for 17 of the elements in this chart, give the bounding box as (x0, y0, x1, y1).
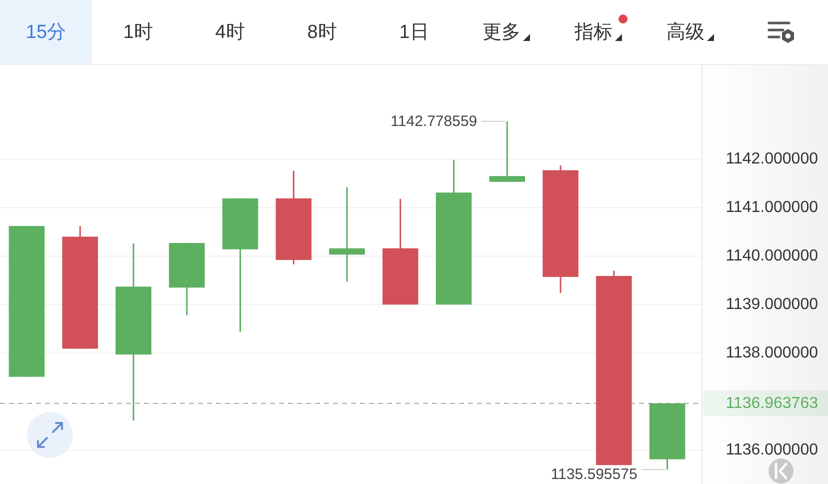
y-tick-label: 1139.000000 (726, 296, 818, 314)
y-tick-label: 1142.000000 (726, 150, 818, 168)
text: 高级 (666, 22, 704, 43)
text: 8时 (307, 22, 337, 43)
text: 1时 (123, 22, 153, 43)
annotation: 1135.595575 (550, 466, 638, 484)
text: 4时 (215, 22, 245, 43)
y-tick-label: 1136.000000 (726, 442, 818, 459)
text: 更多 (482, 22, 520, 43)
y-tick-label: 1141.000000 (726, 199, 818, 216)
text: 指标 (574, 22, 612, 43)
ref-line-label: 1136.963763 (726, 394, 818, 412)
annotation: 1142.778559 (390, 112, 478, 130)
text: 1日 (399, 22, 429, 43)
y-tick-label: 1140.000000 (726, 248, 818, 265)
y-tick-label: 1138.000000 (726, 344, 818, 362)
text: 15分 (26, 22, 66, 43)
